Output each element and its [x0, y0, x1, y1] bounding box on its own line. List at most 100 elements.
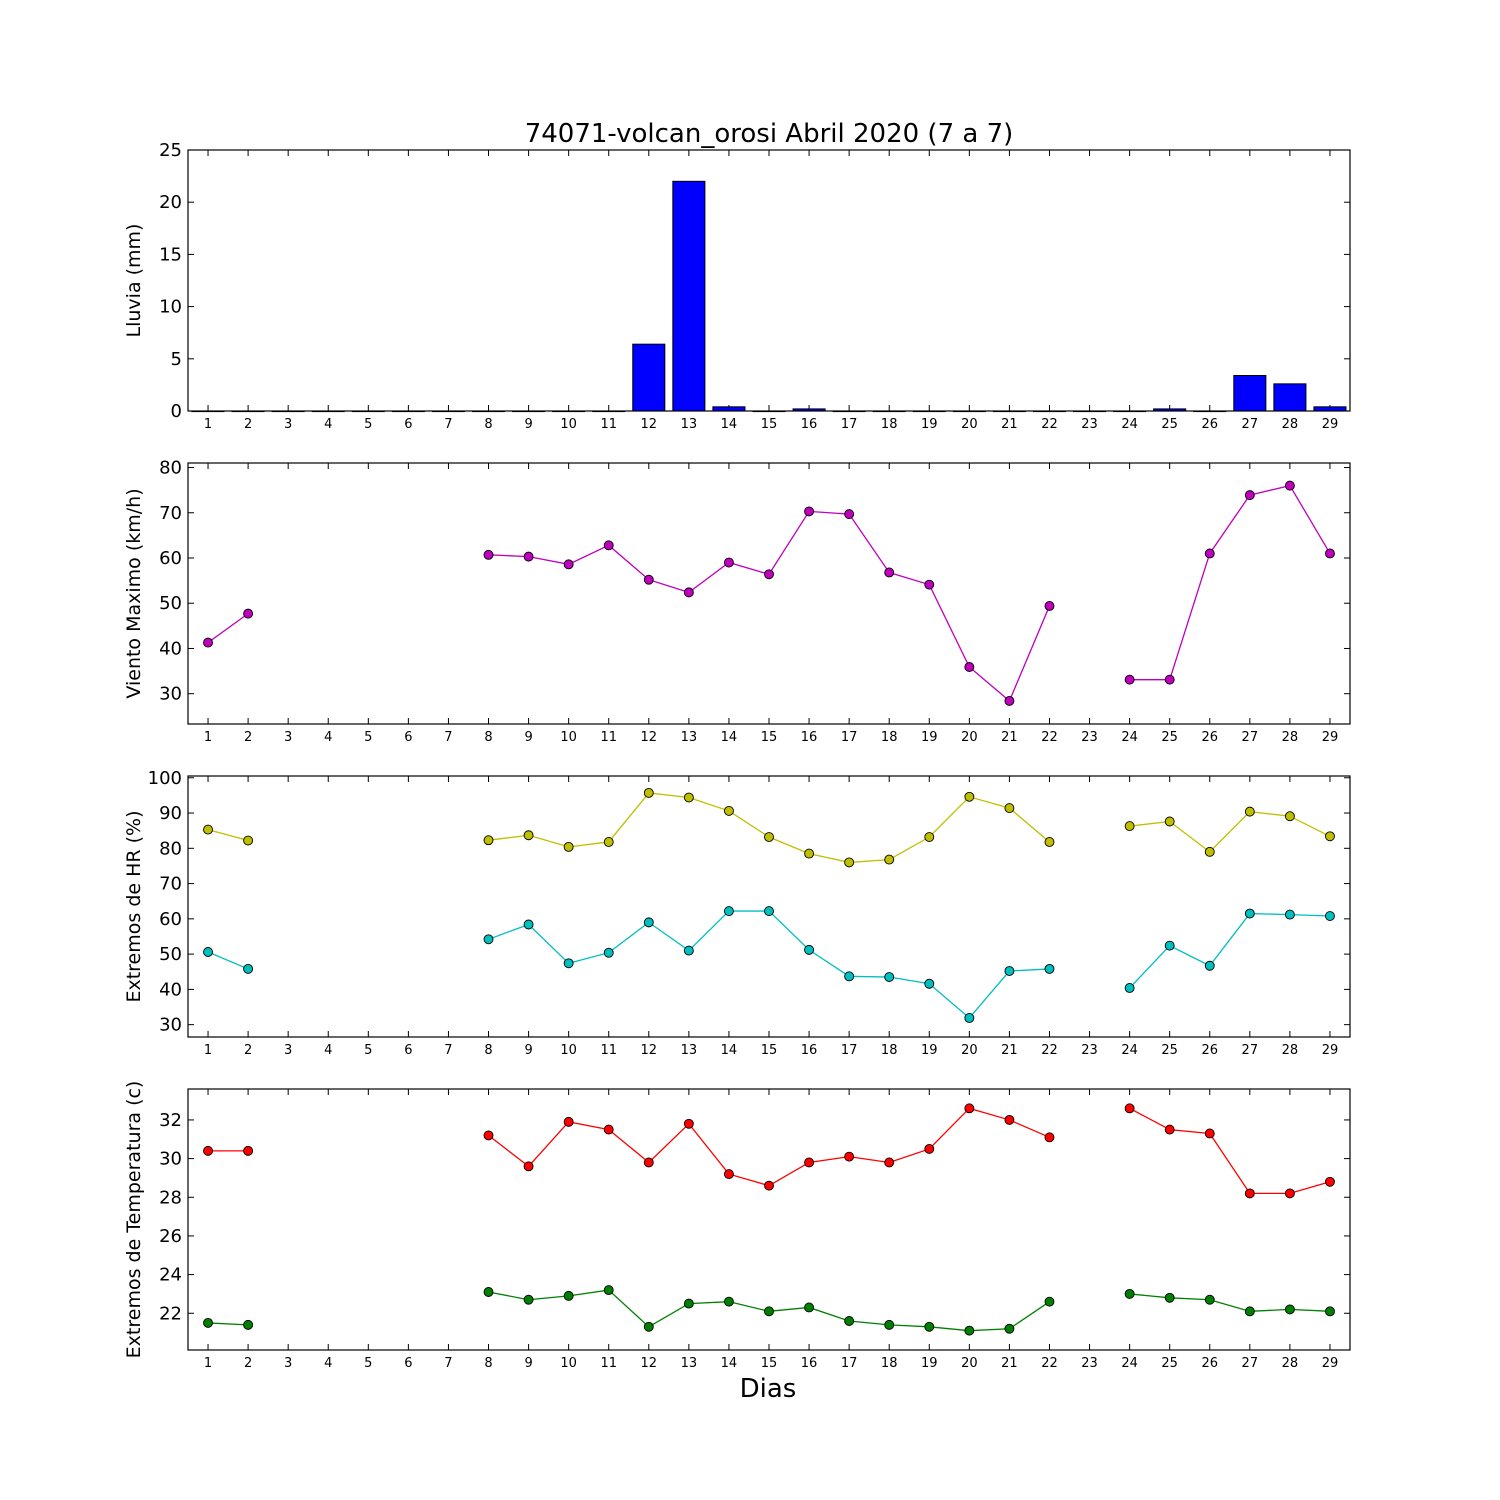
ytick-label: 24 — [159, 1265, 182, 1286]
point-day-29 — [1325, 548, 1335, 559]
point-day-8 — [483, 1287, 494, 1297]
point-day-11 — [603, 837, 614, 847]
ytick-label: 50 — [159, 593, 182, 614]
ytick-label: 40 — [159, 979, 182, 1000]
x-axis-label: Dias — [740, 1374, 797, 1404]
xtick-label: 5 — [364, 1356, 372, 1371]
point-day-19 — [924, 1321, 935, 1332]
xtick-label: 11 — [600, 730, 617, 745]
y-axis-label: Lluvia (mm) — [123, 224, 145, 338]
point-day-20 — [964, 791, 975, 802]
xtick-label: 3 — [284, 730, 292, 745]
point-day-28 — [1284, 1188, 1295, 1199]
point-day-24 — [1124, 983, 1135, 993]
xtick-label: 7 — [444, 417, 452, 432]
ytick-label: 90 — [159, 803, 182, 824]
xtick-label: 20 — [961, 1356, 978, 1371]
point-day-10 — [563, 1290, 574, 1301]
xtick-label: 14 — [721, 417, 738, 432]
bar-day-14 — [712, 406, 746, 412]
point-day-27 — [1244, 908, 1255, 919]
xtick-label: 22 — [1041, 730, 1058, 745]
xtick-label: 5 — [364, 1043, 372, 1058]
xtick-label: 21 — [1001, 417, 1018, 432]
xtick-label: 17 — [841, 730, 858, 745]
xtick-label: 2 — [244, 730, 252, 745]
point-day-14 — [723, 805, 734, 816]
xtick-label: 2 — [244, 1356, 252, 1371]
point-day-21 — [1004, 803, 1015, 814]
point-day-20 — [964, 662, 975, 672]
xtick-label: 17 — [841, 417, 858, 432]
xtick-label: 25 — [1161, 417, 1178, 432]
point-day-16 — [804, 1157, 815, 1168]
ytick-label: 70 — [159, 874, 182, 895]
xtick-label: 8 — [484, 1043, 492, 1058]
xtick-label: 21 — [1001, 1356, 1018, 1371]
point-day-17 — [844, 509, 855, 520]
ytick-label: 60 — [159, 909, 182, 930]
xtick-label: 16 — [801, 730, 818, 745]
xtick-label: 26 — [1201, 1356, 1218, 1371]
point-day-11 — [603, 947, 614, 958]
xtick-label: 16 — [801, 1356, 818, 1371]
ytick-label: 40 — [159, 638, 182, 659]
xtick-label: 29 — [1322, 1043, 1339, 1058]
y-axis-label: Extremos de Temperatura (c) — [123, 1081, 145, 1359]
xtick-label: 4 — [324, 1043, 332, 1058]
point-day-8 — [483, 934, 494, 945]
point-day-9 — [523, 919, 534, 930]
point-day-1 — [203, 637, 213, 648]
point-day-2 — [243, 835, 254, 846]
xtick-label: 17 — [841, 1043, 858, 1058]
xtick-label: 29 — [1322, 417, 1339, 432]
xtick-label: 7 — [444, 1356, 452, 1371]
xtick-label: 14 — [721, 1043, 738, 1058]
ytick-label: 100 — [148, 768, 182, 789]
xtick-label: 24 — [1121, 1043, 1138, 1058]
point-day-13 — [683, 587, 694, 598]
series-line — [207, 951, 249, 970]
xtick-label: 22 — [1041, 1043, 1058, 1058]
point-day-9 — [523, 551, 534, 562]
point-day-27 — [1244, 806, 1255, 817]
xtick-label: 4 — [324, 1356, 332, 1371]
point-day-28 — [1284, 480, 1295, 491]
point-day-20 — [964, 1013, 975, 1023]
xtick-label: 1 — [204, 730, 212, 745]
xtick-label: 22 — [1041, 1356, 1058, 1371]
xtick-label: 8 — [484, 730, 492, 745]
point-day-26 — [1204, 960, 1215, 971]
xtick-label: 19 — [921, 1356, 938, 1371]
xtick-label: 10 — [560, 1356, 577, 1371]
xtick-label: 25 — [1161, 1356, 1178, 1371]
xtick-label: 24 — [1121, 1356, 1138, 1371]
point-day-10 — [563, 1116, 574, 1127]
y-axis-label: Viento Maximo (km/h) — [123, 488, 145, 698]
point-day-18 — [884, 854, 895, 865]
xtick-label: 18 — [881, 1356, 898, 1371]
point-day-17 — [844, 1151, 855, 1162]
point-day-18 — [884, 1157, 895, 1168]
point-day-13 — [683, 1298, 694, 1309]
point-day-29 — [1325, 1176, 1335, 1187]
xtick-label: 12 — [641, 417, 658, 432]
xtick-label: 5 — [364, 417, 372, 432]
point-day-21 — [1004, 1114, 1015, 1125]
point-day-12 — [643, 1321, 654, 1332]
point-day-20 — [964, 1325, 975, 1336]
ytick-label: 0 — [171, 401, 182, 422]
point-day-25 — [1164, 674, 1175, 685]
xtick-label: 15 — [761, 1356, 778, 1371]
xtick-label: 3 — [284, 1356, 292, 1371]
point-day-12 — [643, 917, 654, 928]
point-day-11 — [603, 1285, 614, 1296]
xtick-label: 8 — [484, 1356, 492, 1371]
point-day-21 — [1004, 966, 1015, 976]
xtick-label: 29 — [1322, 1356, 1339, 1371]
series-2 — [203, 906, 1335, 1023]
point-day-12 — [643, 1157, 654, 1168]
xtick-label: 23 — [1081, 417, 1098, 432]
point-day-22 — [1044, 1132, 1055, 1143]
ytick-label: 30 — [159, 684, 182, 705]
